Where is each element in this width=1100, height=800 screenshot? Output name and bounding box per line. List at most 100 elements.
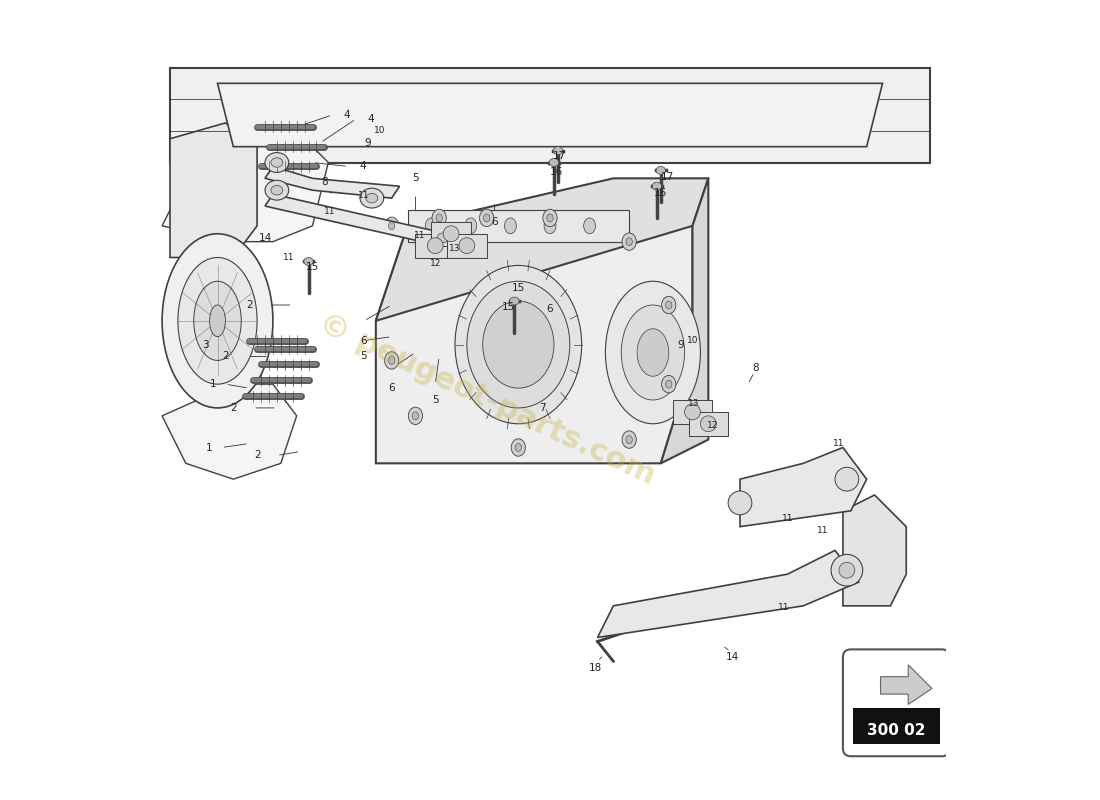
Ellipse shape (652, 182, 661, 190)
Polygon shape (265, 166, 399, 198)
Ellipse shape (621, 233, 636, 250)
Text: 17: 17 (660, 172, 674, 182)
Text: 6: 6 (361, 336, 367, 346)
Text: 1: 1 (207, 442, 213, 453)
Text: 9: 9 (678, 339, 684, 350)
Ellipse shape (162, 234, 273, 408)
Ellipse shape (388, 357, 395, 364)
Ellipse shape (835, 467, 859, 491)
Ellipse shape (621, 431, 636, 448)
Ellipse shape (304, 258, 313, 266)
Bar (689, 412, 728, 436)
Bar (407, 210, 629, 242)
Text: 8: 8 (321, 178, 328, 187)
Ellipse shape (408, 407, 422, 425)
Bar (416, 234, 455, 258)
Text: 11: 11 (778, 603, 790, 612)
Text: 13: 13 (449, 243, 461, 253)
Polygon shape (880, 665, 932, 704)
Text: 11: 11 (359, 191, 370, 200)
Ellipse shape (512, 438, 526, 456)
Polygon shape (170, 123, 257, 258)
Text: 16: 16 (550, 167, 563, 177)
FancyBboxPatch shape (843, 650, 949, 756)
Text: 14: 14 (258, 233, 272, 242)
Ellipse shape (427, 238, 443, 254)
Ellipse shape (701, 416, 716, 432)
Text: 11: 11 (414, 231, 425, 240)
Polygon shape (162, 384, 297, 479)
Text: 5: 5 (361, 351, 367, 362)
Text: 8: 8 (752, 363, 759, 374)
Text: 2: 2 (246, 300, 253, 310)
Ellipse shape (509, 297, 519, 305)
Text: 4: 4 (359, 162, 365, 171)
Ellipse shape (544, 218, 556, 234)
Bar (447, 234, 486, 258)
Ellipse shape (271, 186, 283, 195)
Ellipse shape (661, 296, 675, 314)
Ellipse shape (483, 301, 554, 388)
Text: 4: 4 (343, 110, 350, 120)
Text: 15: 15 (856, 690, 869, 699)
Bar (673, 400, 713, 424)
Polygon shape (376, 178, 708, 321)
Ellipse shape (621, 305, 684, 400)
Text: 6: 6 (388, 383, 395, 393)
Text: 6: 6 (492, 217, 498, 227)
Ellipse shape (412, 412, 419, 420)
Ellipse shape (480, 210, 494, 226)
Text: 13: 13 (689, 399, 700, 409)
Ellipse shape (553, 146, 563, 154)
Text: 1: 1 (210, 379, 217, 389)
Ellipse shape (626, 436, 632, 443)
Text: 4: 4 (367, 114, 374, 124)
Text: 14: 14 (726, 652, 739, 662)
Ellipse shape (194, 282, 241, 361)
Ellipse shape (388, 222, 395, 230)
Ellipse shape (465, 218, 476, 234)
Ellipse shape (426, 218, 437, 234)
Text: 7: 7 (539, 403, 546, 413)
Ellipse shape (443, 226, 459, 242)
Text: 2: 2 (222, 351, 229, 362)
Text: 11: 11 (817, 526, 829, 535)
Text: 10: 10 (686, 336, 698, 345)
Text: 11: 11 (324, 207, 336, 216)
Ellipse shape (830, 554, 862, 586)
Text: 16: 16 (654, 187, 668, 198)
Ellipse shape (666, 380, 672, 388)
Ellipse shape (584, 218, 595, 234)
Ellipse shape (385, 217, 399, 234)
Polygon shape (597, 550, 859, 638)
Text: 11: 11 (283, 253, 295, 262)
Text: 5: 5 (432, 395, 439, 405)
Ellipse shape (432, 210, 447, 226)
Ellipse shape (637, 329, 669, 376)
Text: 12: 12 (706, 421, 718, 430)
Text: 10: 10 (374, 126, 385, 135)
Ellipse shape (210, 305, 225, 337)
Polygon shape (170, 67, 929, 162)
Ellipse shape (656, 166, 666, 174)
Ellipse shape (360, 188, 384, 208)
Ellipse shape (547, 214, 553, 222)
Text: 9: 9 (364, 138, 371, 148)
Ellipse shape (846, 681, 856, 689)
Ellipse shape (661, 375, 675, 393)
Text: 2: 2 (230, 403, 236, 413)
Ellipse shape (437, 233, 449, 242)
Ellipse shape (466, 282, 570, 408)
Ellipse shape (484, 214, 490, 222)
Ellipse shape (431, 228, 455, 248)
FancyBboxPatch shape (847, 656, 946, 714)
Ellipse shape (385, 352, 399, 369)
Ellipse shape (626, 238, 632, 246)
Ellipse shape (265, 180, 289, 200)
Text: 15: 15 (512, 282, 525, 293)
Ellipse shape (605, 282, 701, 424)
Text: 12: 12 (429, 259, 441, 268)
Text: 6: 6 (547, 304, 553, 314)
Text: 300 02: 300 02 (867, 722, 925, 738)
Ellipse shape (543, 210, 557, 226)
